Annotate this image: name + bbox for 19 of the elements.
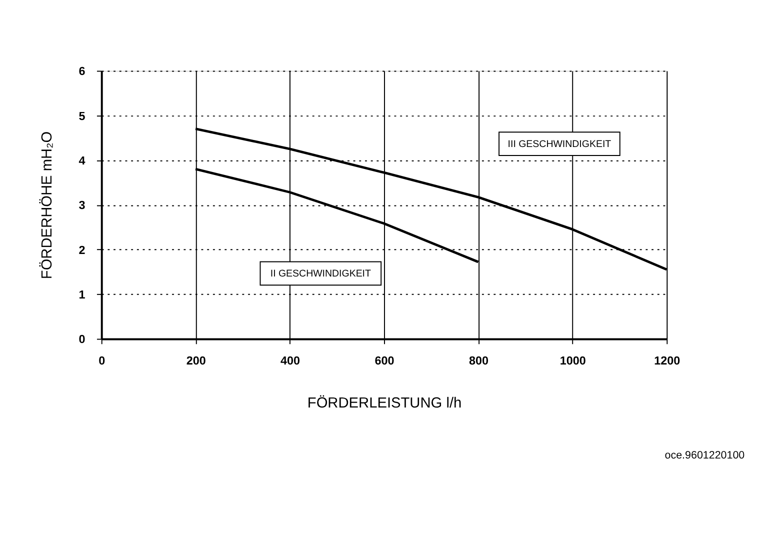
y-tick-label: 2 [78, 244, 86, 257]
x-tick-label: 200 [186, 354, 206, 368]
x-axis-title: FÖRDERLEISTUNG l/h [307, 394, 462, 412]
annotation: III GESCHWINDIGKEIT [508, 138, 612, 150]
x-tick-label: 400 [280, 354, 301, 368]
x-tick-label: 0 [98, 354, 106, 368]
text: oce.9601220100 [664, 450, 745, 462]
y-tick-label: 1 [78, 288, 86, 302]
x-tick-label: 800 [468, 354, 489, 368]
y-tick-label: 0 [78, 333, 86, 346]
y-tick-label: 6 [78, 65, 86, 78]
y-tick-label: 5 [78, 110, 86, 123]
annotation: II GESCHWINDIGKEIT [270, 268, 372, 280]
y-axis-title: FÖRDERHÖHE mH₂O [38, 131, 56, 280]
y-tick-label: 4 [78, 154, 86, 168]
x-tick-label: 1000 [560, 354, 586, 368]
x-tick-label: 1200 [654, 354, 681, 368]
y-tick-label: 3 [78, 199, 86, 212]
x-tick-label: 600 [374, 354, 395, 368]
